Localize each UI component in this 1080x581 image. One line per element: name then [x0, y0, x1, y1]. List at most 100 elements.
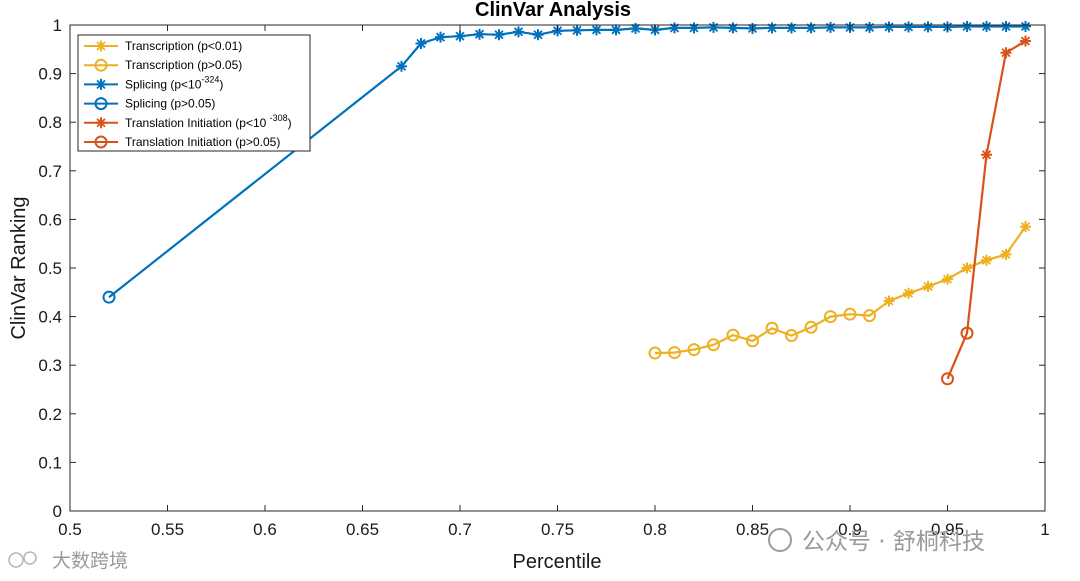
- data-point-transcription: [981, 254, 992, 266]
- x-axis-label: Percentile: [513, 551, 602, 573]
- data-point-splicing: [669, 22, 680, 34]
- data-point-splicing: [883, 21, 895, 33]
- legend: Transcription (p<0.01) Transcription (p>0…: [77, 34, 311, 152]
- legend-marker: [95, 40, 107, 52]
- data-point-splicing: [864, 21, 875, 33]
- y-tick-label: 0.1: [38, 453, 62, 472]
- legend-marker: [94, 58, 108, 72]
- watermark-logo-icon-inner: [23, 551, 37, 565]
- data-point-splicing: [513, 26, 524, 38]
- x-tick-label: 0.75: [541, 520, 574, 539]
- data-point-splicing: [435, 31, 446, 43]
- data-point-transcription: [687, 343, 701, 357]
- data-point-splicing: [903, 21, 914, 33]
- legend-marker: [95, 117, 107, 129]
- x-tick-label: 0.6: [253, 520, 277, 539]
- data-point-transcription: [726, 328, 740, 342]
- axis-ticks: 0.5 0.55 0.6 0.65 0.7 0.75 0.8 0.85 0.9 0.95 1 0 0.1…: [38, 16, 1049, 539]
- wechat-icon: [768, 528, 792, 552]
- data-point-splicing: [532, 29, 544, 41]
- data-point-transcription: [668, 346, 681, 360]
- y-tick-label: 0.5: [38, 259, 62, 278]
- data-point-splicing: [708, 21, 719, 33]
- data-point-splicing: [727, 22, 739, 34]
- data-point-transcription: [883, 295, 895, 307]
- data-point-transcription: [942, 273, 953, 285]
- data-point-transcription: [824, 310, 837, 324]
- x-tick-label: 0.5: [58, 520, 82, 539]
- data-point-splicing: [766, 22, 778, 34]
- x-tick-label: 0.65: [346, 520, 379, 539]
- legend-label: Splicing (p<10-324): [125, 74, 223, 91]
- data-point-transcription: [961, 262, 973, 274]
- data-point-splicing: [415, 37, 427, 49]
- data-point-splicing: [610, 24, 622, 36]
- data-point-splicing: [102, 290, 116, 304]
- data-point-splicing: [454, 30, 466, 42]
- data-point-translation: [981, 149, 992, 161]
- watermark-right: 公众号 · 舒桐科技: [768, 528, 985, 555]
- data-point-splicing: [571, 24, 583, 36]
- x-tick-label: 0.85: [736, 520, 769, 539]
- watermark-right-text: 公众号 · 舒桐科技: [802, 529, 985, 555]
- data-point-splicing: [1020, 20, 1031, 32]
- data-point-splicing: [825, 21, 836, 33]
- data-point-splicing: [981, 20, 992, 32]
- data-point-transcription: [765, 321, 779, 335]
- data-point-splicing: [805, 22, 817, 34]
- data-point-transcription: [843, 307, 857, 321]
- data-point-splicing: [474, 28, 485, 40]
- watermark-logo-icon: [8, 552, 24, 568]
- data-point-transcription: [804, 320, 818, 334]
- data-point-splicing: [1000, 20, 1012, 32]
- series-line-transcription: [654, 226, 1027, 355]
- data-point-splicing: [396, 60, 407, 72]
- data-point-transcription: [648, 346, 662, 360]
- data-point-translation: [1020, 35, 1031, 47]
- y-tick-label: 0.6: [38, 210, 62, 229]
- data-point-transcription: [1020, 221, 1031, 233]
- data-point-translation: [941, 372, 954, 386]
- data-point-splicing: [922, 21, 934, 33]
- watermark-left-text: 大数跨境: [52, 550, 128, 572]
- watermark-left: 大数跨境: [8, 550, 128, 572]
- legend-marker: [95, 78, 107, 90]
- x-tick-label: 0.8: [643, 520, 667, 539]
- legend-label: Splicing (p>0.05): [125, 97, 215, 111]
- y-tick-label: 0.9: [38, 65, 62, 84]
- legend-marker: [94, 97, 108, 111]
- data-point-translation: [960, 326, 974, 340]
- data-point-splicing: [591, 24, 602, 36]
- y-tick-label: 0.7: [38, 162, 62, 181]
- data-point-translation: [1000, 47, 1012, 59]
- data-point-transcription: [707, 338, 720, 352]
- x-tick-label: 0.9: [838, 520, 862, 539]
- series-line-splicing: [108, 25, 1026, 299]
- legend-label: Transcription (p>0.05): [125, 58, 242, 72]
- x-tick-label: 0.95: [931, 520, 964, 539]
- data-point-transcription: [785, 329, 798, 343]
- y-axis-label: ClinVar Ranking: [8, 196, 30, 339]
- legend-label: Translation Initiation (p<10 -308): [125, 113, 292, 130]
- legend-marker: [94, 135, 108, 149]
- data-point-transcription: [746, 334, 759, 348]
- y-tick-label: 0.8: [38, 113, 62, 132]
- data-point-splicing: [961, 20, 973, 32]
- data-point-splicing: [493, 29, 505, 41]
- data-point-splicing: [688, 22, 700, 34]
- legend-label: Translation Initiation (p>0.05): [125, 135, 280, 149]
- data-point-transcription: [1000, 248, 1012, 260]
- x-tick-label: 0.55: [151, 520, 184, 539]
- legend-label: Transcription (p<0.01): [125, 39, 242, 53]
- data-point-transcription: [922, 280, 934, 292]
- chart-title: ClinVar Analysis: [475, 0, 631, 21]
- y-tick-label: 0.2: [38, 405, 62, 424]
- x-tick-label: 1: [1040, 520, 1049, 539]
- data-point-splicing: [786, 22, 797, 34]
- x-tick-label: 0.7: [448, 520, 472, 539]
- y-tick-label: 0.3: [38, 356, 62, 375]
- data-point-transcription: [903, 287, 914, 299]
- data-point-transcription: [863, 309, 876, 323]
- y-tick-label: 1: [53, 16, 62, 35]
